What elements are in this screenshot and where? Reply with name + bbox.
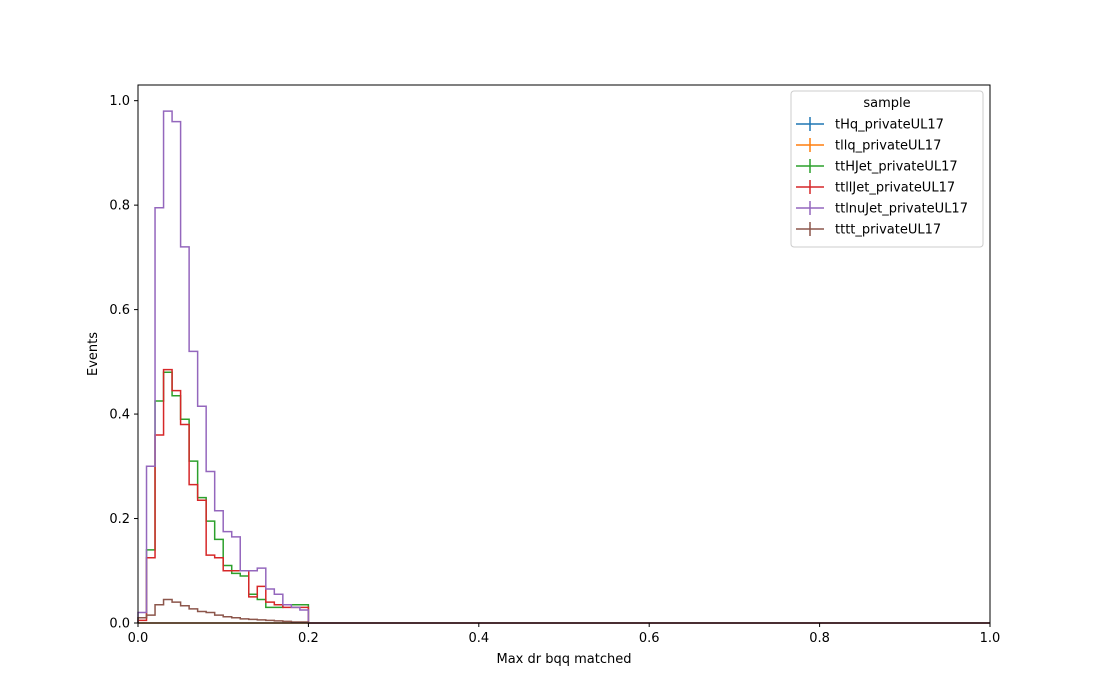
y-tick-label: 1.0 — [109, 94, 130, 109]
legend-label: tttt_privateUL17 — [835, 223, 941, 238]
legend-label: tHq_privateUL17 — [835, 118, 944, 133]
series-line-tttt_privateUL17 — [137, 598, 990, 624]
legend-item: tttt_privateUL17 — [796, 222, 941, 238]
legend-label: ttlnuJet_privateUL17 — [835, 202, 968, 217]
x-axis-label: Max dr bqq matched — [497, 652, 632, 667]
y-axis-label: Events — [86, 332, 101, 376]
legend-item: ttllJet_privateUL17 — [796, 180, 955, 196]
y-tick-label: 0.4 — [109, 408, 130, 423]
legend-item: tHq_privateUL17 — [796, 117, 944, 133]
x-tick-label: 1.0 — [980, 631, 1001, 646]
x-tick-label: 0.4 — [468, 631, 489, 646]
legend-items: tHq_privateUL17 tllq_privateUL17 ttHJet_pr… — [796, 117, 968, 238]
legend-label: ttllJet_privateUL17 — [835, 181, 955, 196]
series-line-ttlnuJet_privateUL17 — [137, 110, 990, 624]
legend-item: ttHJet_privateUL17 — [796, 159, 958, 175]
axes-frame — [137, 84, 991, 624]
legend-label: ttHJet_privateUL17 — [835, 160, 958, 175]
y-tick-label: 0.0 — [109, 617, 130, 632]
x-tick-label: 0.2 — [298, 631, 319, 646]
x-tick-label: 0.8 — [809, 631, 830, 646]
x-tick-label: 0.0 — [128, 631, 149, 646]
legend-item: tllq_privateUL17 — [796, 138, 941, 154]
y-tick-label: 0.8 — [109, 199, 130, 214]
legend-title: sample — [863, 96, 910, 111]
legend-item: ttlnuJet_privateUL17 — [796, 201, 968, 217]
y-tick-label: 0.2 — [109, 512, 130, 527]
legend: sample tHq_privateUL17 tllq_privateUL17tt… — [790, 90, 984, 248]
y-tick-label: 0.6 — [109, 303, 130, 318]
legend-label: tllq_privateUL17 — [835, 139, 941, 154]
legend-box — [790, 90, 984, 248]
x-tick-label: 0.6 — [639, 631, 660, 646]
series-line-ttllJet_privateUL17 — [137, 368, 990, 624]
axes-layer: 0.0 0.2 0.4 0.6 0.8 1.0 0.0 0.2 0.4 0.6 0.8 1.0 — [109, 84, 1001, 646]
